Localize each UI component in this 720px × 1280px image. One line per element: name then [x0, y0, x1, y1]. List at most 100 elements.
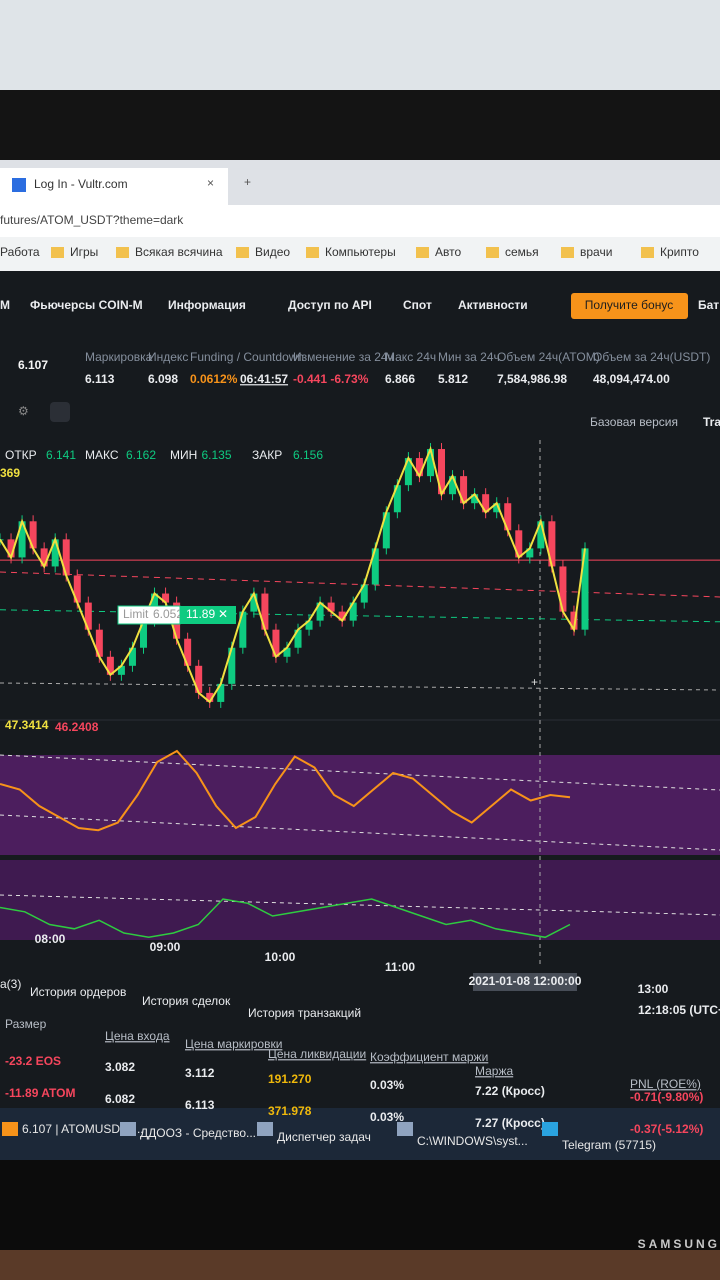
- table-cell: 371.978: [268, 1104, 312, 1118]
- table-header: Цена ликвидации: [268, 1047, 366, 1061]
- stat-label: Индекс: [148, 350, 188, 364]
- view-tab[interactable]: Tra: [703, 415, 720, 429]
- table-header: Цена входа: [105, 1029, 170, 1043]
- time-label: 09:00: [150, 940, 181, 954]
- candle-body: [526, 548, 534, 558]
- candle-body: [559, 566, 567, 612]
- tab-title[interactable]: Log In - Vultr.com: [34, 177, 128, 191]
- taskbar-icon[interactable]: [120, 1122, 136, 1136]
- bonus-label[interactable]: Получите бонус: [585, 298, 673, 312]
- nav-item[interactable]: Активности: [458, 298, 528, 312]
- taskbar-item[interactable]: ДДООЗ - Средство...: [140, 1126, 256, 1140]
- order-close[interactable]: ✕: [218, 607, 228, 621]
- folder-icon: [486, 247, 499, 258]
- time-label: 11:00: [385, 960, 415, 974]
- panel-icon[interactable]: [50, 402, 70, 422]
- bookmark[interactable]: врачи: [580, 245, 612, 259]
- bookmark[interactable]: Всякая всячина: [135, 245, 223, 259]
- bezel-bottom: [0, 1160, 720, 1260]
- stat-value: 6.098: [148, 372, 178, 386]
- url-bar[interactable]: [0, 205, 720, 237]
- tab[interactable]: [0, 168, 228, 205]
- candle-body: [117, 665, 125, 675]
- order-qty-box: [180, 606, 236, 624]
- nav-item[interactable]: Спот: [403, 298, 432, 312]
- table-header: Коэффициент маржи: [370, 1050, 488, 1064]
- url[interactable]: futures/ATOM_USDT?theme=dark: [0, 213, 184, 227]
- bottom-tab[interactable]: История ордеров: [30, 985, 126, 999]
- taskbar-item[interactable]: Диспетчер задач: [277, 1130, 371, 1144]
- candle-body: [482, 494, 490, 513]
- taskbar-icon[interactable]: [542, 1122, 558, 1136]
- tab-close[interactable]: ×: [207, 176, 214, 190]
- table-cell: 6.082: [105, 1092, 135, 1106]
- bottom-tab[interactable]: История сделок: [142, 994, 231, 1008]
- taskbar-icon[interactable]: [2, 1122, 18, 1136]
- table-cell: 6.113: [185, 1098, 215, 1112]
- stat-value: 6.113: [85, 372, 115, 386]
- table-cell: 3.112: [185, 1066, 215, 1080]
- nav-item[interactable]: Бат: [698, 298, 719, 312]
- close-line: [0, 445, 586, 704]
- site: [0, 271, 720, 1111]
- bonus-button[interactable]: [571, 293, 688, 319]
- stat-label: Объем за 24ч(USDT): [593, 350, 710, 364]
- candle-body: [382, 512, 390, 549]
- nav-item[interactable]: Информация: [168, 298, 246, 312]
- bookmark[interactable]: Крипто: [660, 245, 699, 259]
- ohlc-label: МАКС: [85, 448, 119, 462]
- table-header: Цена маркировки: [185, 1037, 282, 1051]
- table-cell: 7.22 (Кросс): [475, 1084, 545, 1098]
- folder-icon: [236, 247, 249, 258]
- nav-item[interactable]: Фьючерсы COIN-M: [30, 298, 143, 312]
- folder-icon: [51, 247, 64, 258]
- bookmark[interactable]: Компьютеры: [325, 245, 396, 259]
- new-tab[interactable]: +: [244, 175, 251, 189]
- candle-body: [283, 647, 291, 657]
- nav-item[interactable]: Доступ по API: [288, 298, 372, 312]
- stat-value: 7,584,986.98: [497, 372, 567, 386]
- bookmark[interactable]: семья: [505, 245, 539, 259]
- table-cell: -11.89 ATOM: [5, 1086, 75, 1100]
- table-cell: 0.03%: [370, 1110, 404, 1124]
- table-cell: -0.37(-5.12%): [630, 1122, 703, 1136]
- ohlc-value: 6.141: [46, 448, 76, 462]
- indicator-label: 47.3414: [5, 718, 49, 732]
- stat-value: 0.0612%: [190, 372, 238, 386]
- bookmark[interactable]: Работа: [0, 245, 40, 259]
- candle-body: [29, 521, 37, 549]
- order-qty: 11.89: [186, 607, 215, 621]
- candle-body: [18, 521, 26, 558]
- bottom-tab[interactable]: а(3): [0, 977, 21, 991]
- favicon: [12, 178, 26, 192]
- candle-body: [360, 584, 368, 603]
- candle-body: [327, 602, 335, 612]
- candle-body: [195, 665, 203, 693]
- taskbar-icon[interactable]: [257, 1122, 273, 1136]
- candle-body: [415, 458, 423, 477]
- time-label: 10:00: [265, 950, 296, 964]
- osc2-line: [0, 898, 571, 939]
- bookmark[interactable]: Видео: [255, 245, 290, 259]
- folder-icon: [306, 247, 319, 258]
- table-cell: 191.270: [268, 1072, 312, 1086]
- nav-item[interactable]: M: [0, 298, 10, 312]
- candle-body: [217, 683, 225, 702]
- table-header: PNL (ROE%): [630, 1077, 701, 1091]
- brand: SAMSUNG: [638, 1237, 720, 1251]
- taskbar-item[interactable]: Telegram (57715): [562, 1138, 656, 1152]
- view-tab[interactable]: Базовая версия: [590, 415, 678, 429]
- taskbar-icon[interactable]: [397, 1122, 413, 1136]
- candle-body: [261, 593, 269, 630]
- bottom-tab[interactable]: История транзакций: [248, 1006, 361, 1020]
- taskbar-item[interactable]: C:\WINDOWS\syst...: [417, 1134, 528, 1148]
- stat-value: 5.812: [438, 372, 468, 386]
- taskbar-item[interactable]: 6.107 | ATOMUSDT |...: [22, 1122, 144, 1136]
- candle-body: [206, 692, 214, 702]
- crosshair-time-box: [473, 973, 577, 991]
- ohlc-label: МИН: [170, 448, 197, 462]
- bookmark[interactable]: Авто: [435, 245, 461, 259]
- settings-icon[interactable]: ⚙: [18, 404, 29, 418]
- candle-body: [460, 476, 468, 504]
- bookmark[interactable]: Игры: [70, 245, 98, 259]
